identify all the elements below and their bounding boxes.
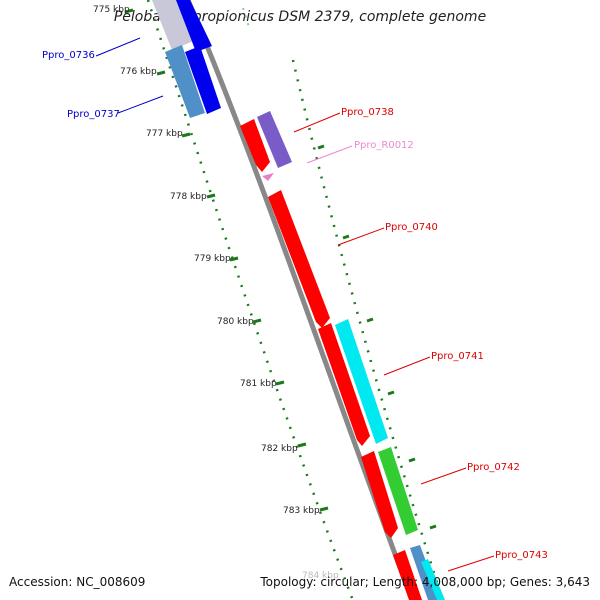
tick-label-782: 782 kbp: [261, 444, 298, 454]
gene-ppro-0738[interactable]: [240, 119, 270, 172]
label-ppro-0736[interactable]: Ppro_0736: [42, 50, 95, 61]
label-ppro-0743[interactable]: Ppro_0743: [495, 550, 548, 561]
ruler-ticks: [124, 8, 329, 512]
leader-ppro-0741: [383, 356, 431, 376]
label-ppro-0738[interactable]: Ppro_0738: [341, 107, 394, 118]
gene-ppro-0742-cog[interactable]: [378, 447, 418, 535]
reverse-strand-genes[interactable]: [152, 0, 221, 118]
tick-label-783: 783 kbp: [283, 506, 320, 516]
tick-label-778: 778 kbp: [170, 192, 207, 202]
leader-ppro-0737: [117, 95, 164, 114]
label-ppro-0741[interactable]: Ppro_0741: [431, 351, 484, 362]
gene-faint-block[interactable]: [152, 0, 196, 50]
label-leaders: [95, 37, 495, 572]
tick-label-779: 779 kbp: [194, 254, 231, 264]
gene-ppro-0736[interactable]: [176, 0, 212, 52]
gene-labels: Ppro_0736 Ppro_0737 Ppro_0738 Ppro_R0012…: [42, 50, 548, 561]
label-ppro-r0012[interactable]: Ppro_R0012: [354, 140, 414, 151]
tick-label-777: 777 kbp: [146, 129, 183, 139]
gene-ppro-0743[interactable]: [393, 550, 422, 600]
label-ppro-0742[interactable]: Ppro_0742: [467, 462, 520, 473]
outer-ruler-ticks: [317, 144, 437, 530]
gene-ppro-0741[interactable]: [318, 323, 370, 446]
tick-label-776: 776 kbp: [120, 67, 157, 77]
tick-label-775: 775 kbp: [93, 5, 130, 15]
gene-ppro-0737[interactable]: [185, 46, 221, 114]
gene-ppro-r0012[interactable]: [262, 173, 274, 181]
gene-ppro-0736-cog[interactable]: [165, 45, 205, 118]
leader-ppro-0743: [447, 555, 495, 572]
outer-ruler: [291, 59, 444, 599]
tick-label-781: 781 kbp: [240, 379, 277, 389]
label-ppro-0737[interactable]: Ppro_0737: [67, 109, 120, 120]
tick-label-784: 784 kbp: [302, 571, 339, 581]
accession-text: Accession: NC_008609: [9, 575, 146, 589]
gene-ppro-0738-cog[interactable]: [257, 111, 292, 168]
outer-ruler-faint: [242, 7, 251, 31]
label-ppro-0740[interactable]: Ppro_0740: [385, 222, 438, 233]
gene-ppro-0741-cog[interactable]: [335, 319, 388, 444]
leader-ppro-0738: [293, 112, 341, 133]
genome-summary-text: Topology: circular; Length: 4,008,000 bp…: [260, 575, 590, 589]
leader-ppro-r0012: [306, 145, 353, 164]
forward-strand-genes[interactable]: [240, 111, 445, 600]
gene-ppro-0743-cog-b[interactable]: [421, 559, 445, 600]
map-title: Pelobacter propionicus DSM 2379, complet…: [113, 9, 487, 25]
gene-ppro-0740[interactable]: [268, 190, 330, 328]
ruler-labels: 775 kbp 776 kbp 777 kbp 778 kbp 779 kbp …: [93, 5, 339, 581]
inner-ruler: [146, 0, 354, 599]
gene-ppro-0742[interactable]: [361, 451, 398, 538]
leader-ppro-0742: [420, 467, 467, 485]
leader-ppro-0736: [95, 37, 141, 57]
leader-ppro-0740: [337, 227, 385, 246]
tick-label-780: 780 kbp: [217, 317, 254, 327]
